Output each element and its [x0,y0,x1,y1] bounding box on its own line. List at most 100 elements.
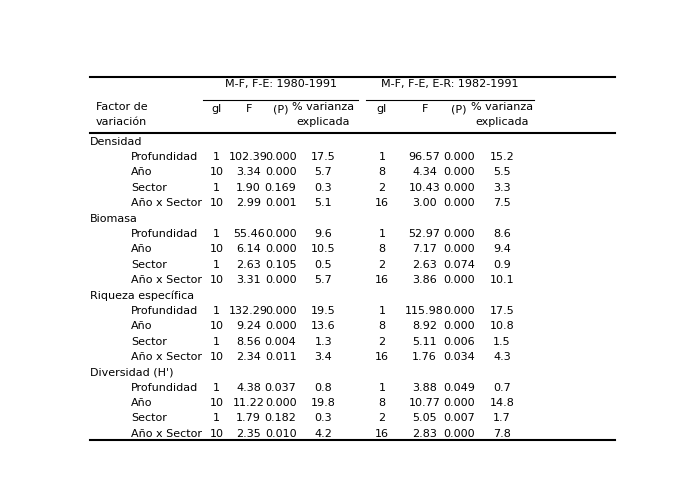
Text: % varianza: % varianza [292,102,354,112]
Text: 9.24: 9.24 [236,321,261,331]
Text: 0.000: 0.000 [444,168,475,178]
Text: 7.5: 7.5 [493,198,510,208]
Text: 3.34: 3.34 [236,168,261,178]
Text: 0.000: 0.000 [444,321,475,331]
Text: 0.000: 0.000 [444,275,475,285]
Text: 19.8: 19.8 [311,398,336,408]
Text: 0.000: 0.000 [265,245,297,254]
Text: 0.3: 0.3 [314,413,332,423]
Text: 10: 10 [210,429,224,439]
Text: 1: 1 [213,306,220,316]
Text: 0.105: 0.105 [265,259,297,269]
Text: 0.000: 0.000 [265,321,297,331]
Text: Año: Año [131,168,153,178]
Text: explicada: explicada [297,117,350,127]
Text: 0.5: 0.5 [314,259,332,269]
Text: 0.7: 0.7 [493,383,510,393]
Text: 10: 10 [210,198,224,208]
Text: 8.92: 8.92 [412,321,437,331]
Text: 0.3: 0.3 [314,183,332,193]
Text: 0.9: 0.9 [493,259,510,269]
Text: 9.4: 9.4 [493,245,510,254]
Text: Año x Sector: Año x Sector [131,352,202,362]
Text: 2.83: 2.83 [412,429,437,439]
Text: 2: 2 [378,336,385,346]
Text: 0.000: 0.000 [444,198,475,208]
Text: 0.000: 0.000 [265,229,297,239]
Text: 1: 1 [378,306,385,316]
Text: Diversidad (H'): Diversidad (H') [90,367,174,377]
Text: 8: 8 [378,245,385,254]
Text: Profundidad: Profundidad [131,229,199,239]
Text: (P): (P) [273,104,288,114]
Text: 7.8: 7.8 [493,429,510,439]
Text: 8: 8 [378,168,385,178]
Text: 10: 10 [210,352,224,362]
Text: 0.000: 0.000 [444,229,475,239]
Text: 5.5: 5.5 [493,168,510,178]
Text: 1: 1 [378,383,385,393]
Text: 0.010: 0.010 [265,429,297,439]
Text: 1.79: 1.79 [236,413,261,423]
Text: 3.3: 3.3 [493,183,510,193]
Text: 0.074: 0.074 [443,259,475,269]
Text: 3.00: 3.00 [412,198,437,208]
Text: 10.77: 10.77 [409,398,440,408]
Text: 5.7: 5.7 [314,275,332,285]
Text: 0.007: 0.007 [443,413,475,423]
Text: 0.000: 0.000 [265,168,297,178]
Text: 115.98: 115.98 [405,306,444,316]
Text: 5.05: 5.05 [412,413,437,423]
Text: 0.006: 0.006 [444,336,475,346]
Text: 1: 1 [378,152,385,162]
Text: 4.2: 4.2 [314,429,332,439]
Text: 3.4: 3.4 [314,352,332,362]
Text: Profundidad: Profundidad [131,152,199,162]
Text: 5.11: 5.11 [412,336,437,346]
Text: 0.004: 0.004 [265,336,297,346]
Text: Año x Sector: Año x Sector [131,275,202,285]
Text: % varianza: % varianza [471,102,533,112]
Text: 4.3: 4.3 [493,352,510,362]
Text: 3.88: 3.88 [412,383,437,393]
Text: 14.8: 14.8 [489,398,515,408]
Text: 1: 1 [213,259,220,269]
Text: 10: 10 [210,398,224,408]
Text: 6.14: 6.14 [236,245,261,254]
Text: 1.3: 1.3 [314,336,332,346]
Text: 16: 16 [375,198,389,208]
Text: 10: 10 [210,168,224,178]
Text: 17.5: 17.5 [490,306,514,316]
Text: 0.011: 0.011 [265,352,297,362]
Text: 3.31: 3.31 [236,275,261,285]
Text: 8: 8 [378,321,385,331]
Text: 10: 10 [210,275,224,285]
Text: 17.5: 17.5 [311,152,336,162]
Text: 16: 16 [375,352,389,362]
Text: 0.000: 0.000 [444,152,475,162]
Text: 8: 8 [378,398,385,408]
Text: 1: 1 [213,336,220,346]
Text: 0.182: 0.182 [265,413,297,423]
Text: Factor de: Factor de [96,102,147,112]
Text: 2: 2 [378,259,385,269]
Text: 0.169: 0.169 [265,183,297,193]
Text: 10.1: 10.1 [490,275,514,285]
Text: F: F [246,104,252,114]
Text: 55.46: 55.46 [233,229,264,239]
Text: 2.99: 2.99 [236,198,261,208]
Text: Año: Año [131,321,153,331]
Text: 1.5: 1.5 [493,336,510,346]
Text: 1: 1 [213,152,220,162]
Text: explicada: explicada [475,117,528,127]
Text: 4.38: 4.38 [236,383,261,393]
Text: gl: gl [211,104,222,114]
Text: 0.000: 0.000 [444,183,475,193]
Text: Año x Sector: Año x Sector [131,429,202,439]
Text: 0.037: 0.037 [265,383,297,393]
Text: (P): (P) [451,104,467,114]
Text: 3.86: 3.86 [412,275,437,285]
Text: Sector: Sector [131,259,167,269]
Text: 132.29: 132.29 [229,306,268,316]
Text: gl: gl [377,104,387,114]
